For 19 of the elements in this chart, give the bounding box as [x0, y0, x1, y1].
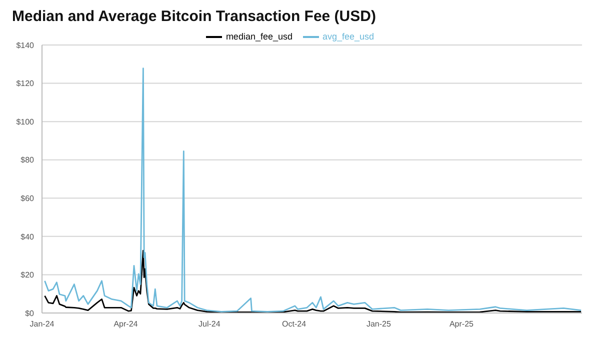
chart-title: Median and Average Bitcoin Transaction Fee (USD)	[12, 8, 377, 25]
y-tick-label: $120	[16, 79, 35, 88]
y-tick-label: $40	[20, 232, 35, 242]
legend-label: median_fee_usd	[226, 31, 292, 42]
x-tick-label: Jan-25	[366, 320, 392, 329]
line-series	[44, 68, 582, 312]
y-tick-label: $80	[20, 156, 35, 165]
legend-label: avg_fee_usd	[322, 31, 374, 42]
y-tick-label: $100	[16, 117, 35, 126]
y-tick-label: $0	[25, 308, 35, 318]
y-tick-label: $140	[16, 40, 35, 50]
line-series	[44, 250, 582, 313]
x-tick-label: Apr-25	[449, 320, 474, 329]
x-tick-label: Oct-24	[282, 320, 307, 329]
x-tick-label: Jul-24	[198, 320, 221, 329]
x-tick-label: Apr-24	[114, 320, 138, 329]
y-tick-label: $60	[20, 194, 35, 203]
y-tick-label: $20	[20, 270, 35, 280]
x-tick-label: Jan-24	[30, 320, 55, 329]
